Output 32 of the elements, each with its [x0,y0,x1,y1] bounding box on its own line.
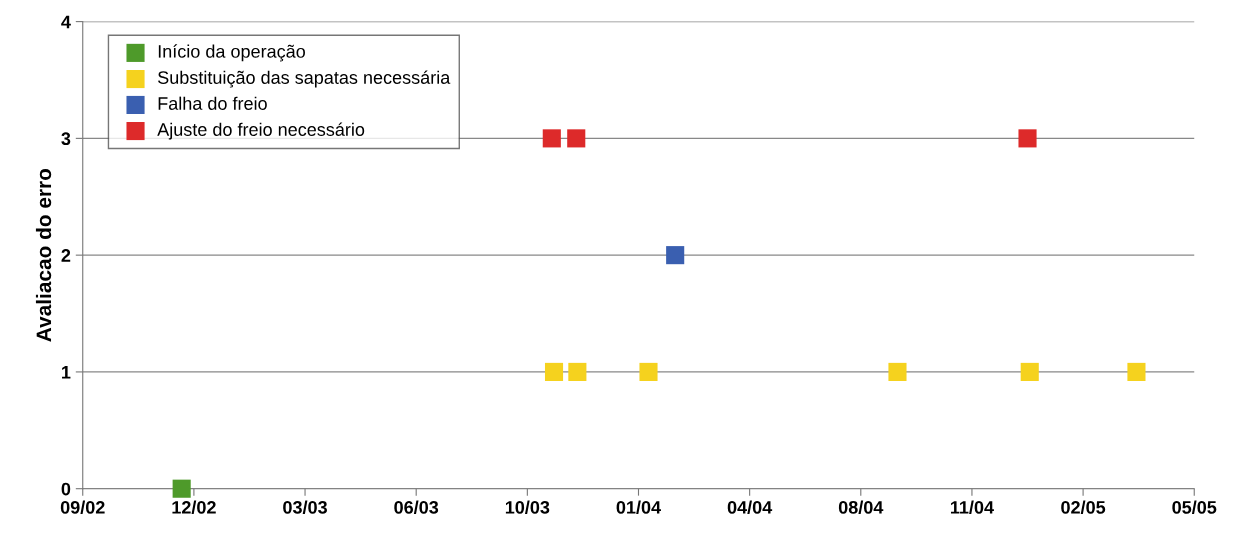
point [666,246,685,265]
x-tick-label: 03/03 [283,500,327,514]
x-tick-label: 04/04 [727,500,773,514]
x-tick-label: 12/02 [172,500,216,514]
point [542,129,561,148]
point [172,479,191,498]
x-tick-label: 05/05 [1172,500,1217,514]
x-tick-label: 09/02 [60,500,105,514]
point [639,362,658,381]
legend-label: Início da operação [158,44,305,62]
point [544,362,564,381]
legend-label: Substituição das sapatas necessária [158,70,451,88]
legend-label: Falha do freio [158,96,267,110]
y-tick-label: 2 [61,249,71,262]
x-tick-label: 02/05 [1061,500,1106,514]
y-tick-label: 3 [61,132,71,146]
x-tick-label: 08/04 [838,500,884,514]
legend-label: Ajuste do freio necessário [157,122,365,140]
y-tick-label: 1 [62,366,71,379]
x-tick-label: 01/04 [616,500,661,514]
point [567,129,586,148]
point [1127,362,1146,381]
point [1020,362,1039,381]
point [888,362,907,381]
y-tick-label: 4 [61,15,71,29]
point [1018,129,1037,148]
x-tick-label: 06/03 [394,500,439,514]
x-tick-label: 10/03 [505,500,550,514]
point [568,362,587,381]
y-tick-label: 0 [61,482,71,496]
x-tick-label: 11/04 [950,500,994,514]
y-axis-title: Avaliacao do erro [35,168,52,342]
